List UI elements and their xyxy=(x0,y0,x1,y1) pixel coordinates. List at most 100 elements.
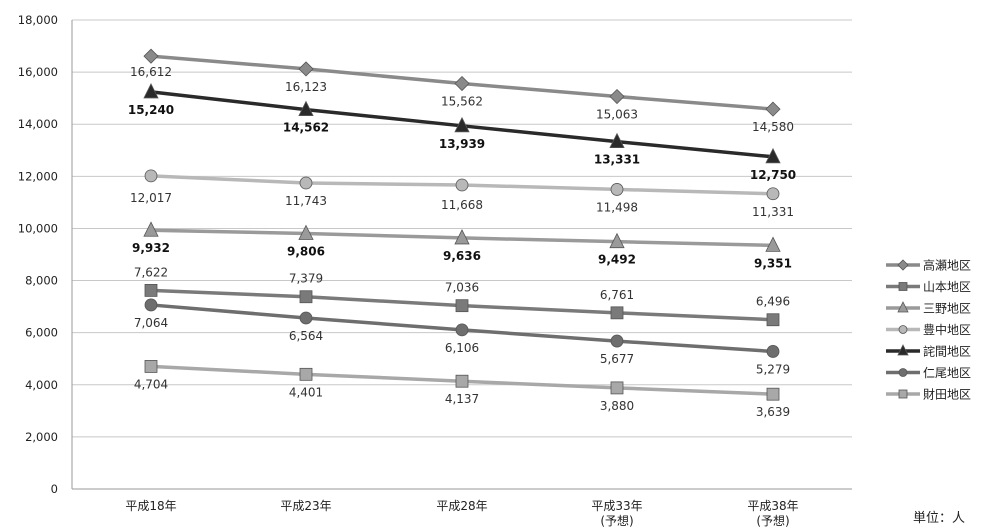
y-tick-label: 12,000 xyxy=(18,169,58,183)
data-point xyxy=(299,176,313,190)
legend-marker xyxy=(898,368,908,377)
data-point xyxy=(454,116,470,133)
data-point xyxy=(143,83,159,99)
data-point xyxy=(143,48,159,64)
data-label: 5,677 xyxy=(600,352,634,366)
legend-marker xyxy=(898,282,908,291)
y-tick-label: 14,000 xyxy=(18,117,58,131)
data-point xyxy=(455,374,469,388)
data-label: 9,932 xyxy=(132,241,170,255)
legend-marker xyxy=(897,301,909,313)
unit-note: 単位：人 xyxy=(913,511,966,526)
legend-marker xyxy=(898,325,908,334)
legend-label: 三野地区 xyxy=(923,302,971,316)
data-label: 9,636 xyxy=(443,249,481,263)
data-point xyxy=(766,345,780,358)
data-point xyxy=(144,360,158,373)
data-label: 7,622 xyxy=(134,265,168,279)
data-point xyxy=(609,232,625,249)
data-point xyxy=(455,178,469,192)
data-label: 11,668 xyxy=(441,198,483,212)
y-tick-label: 10,000 xyxy=(18,221,58,235)
data-label: 12,017 xyxy=(130,191,172,205)
data-point xyxy=(610,381,624,395)
data-point xyxy=(610,306,624,320)
x-tick-label: 平成23年 xyxy=(280,499,331,513)
grid-lines xyxy=(72,19,852,490)
data-label: 9,492 xyxy=(598,253,636,267)
data-point xyxy=(298,224,314,240)
data-label: 7,036 xyxy=(445,281,479,295)
x-tick-sublabel: (予想) xyxy=(756,513,789,528)
data-label: 15,240 xyxy=(128,103,174,117)
data-point xyxy=(454,229,470,245)
legend-label: 財田地区 xyxy=(923,387,971,402)
data-point xyxy=(765,236,781,252)
y-tick-label: 16,000 xyxy=(18,65,58,79)
data-label: 15,063 xyxy=(596,108,638,122)
data-point xyxy=(455,323,469,337)
data-label: 6,496 xyxy=(756,295,790,309)
data-point xyxy=(455,299,469,313)
data-point xyxy=(765,147,781,164)
data-label: 16,612 xyxy=(130,65,172,79)
x-tick-sublabel: (予想) xyxy=(600,513,633,528)
y-tick-label: 0 xyxy=(51,482,58,496)
y-tick-label: 6,000 xyxy=(25,326,58,340)
data-label: 4,401 xyxy=(289,385,323,399)
data-point xyxy=(299,311,313,325)
legend-marker xyxy=(898,389,908,399)
data-label: 11,498 xyxy=(596,200,638,214)
x-tick-label: 平成33年 xyxy=(591,499,642,513)
data-point xyxy=(766,313,780,327)
data-point xyxy=(610,183,624,196)
data-label: 14,580 xyxy=(752,120,794,134)
data-label: 11,743 xyxy=(285,194,327,208)
legend-label: 仁尾地区 xyxy=(923,366,971,380)
data-point xyxy=(143,221,159,237)
y-tick-label: 2,000 xyxy=(25,430,58,444)
data-label: 13,331 xyxy=(594,153,640,167)
data-label: 13,939 xyxy=(439,137,485,151)
data-point xyxy=(299,367,313,381)
data-label: 5,279 xyxy=(756,362,790,376)
data-point xyxy=(299,290,313,304)
x-tick-label: 平成38年 xyxy=(747,499,798,513)
x-axis: 平成18年 平成23年 平成28年 平成33年(予想)平成38年(予想) xyxy=(125,499,798,528)
data-label: 3,639 xyxy=(756,405,790,419)
x-tick-label: 平成18年 xyxy=(125,499,176,513)
data-label: 9,351 xyxy=(754,256,792,270)
data-point xyxy=(609,88,625,105)
y-tick-label: 8,000 xyxy=(25,274,58,288)
data-labels: 16,612 16,123 15,562 15,063 14,580 7,622 7,379… xyxy=(128,65,796,419)
data-point xyxy=(765,101,781,117)
data-label: 15,562 xyxy=(441,95,483,109)
data-label: 16,123 xyxy=(285,80,327,94)
y-tick-label: 18,000 xyxy=(18,13,58,27)
data-label: 4,137 xyxy=(445,392,479,406)
y-axis: 0 2,000 4,000 6,000 8,000 10,000 12,000 14,000 1… xyxy=(18,13,73,496)
series-markers xyxy=(143,48,781,401)
data-point xyxy=(454,75,470,92)
legend-marker xyxy=(897,259,909,271)
data-point xyxy=(766,187,780,201)
data-label: 7,379 xyxy=(289,272,323,286)
data-label: 9,806 xyxy=(287,244,325,258)
legend-label: 高瀬地区 xyxy=(923,258,971,273)
data-label: 11,331 xyxy=(752,205,794,219)
data-label: 4,704 xyxy=(134,377,168,391)
legend-label: 山本地区 xyxy=(923,280,971,294)
data-point xyxy=(610,334,624,348)
legend-label: 豊中地区 xyxy=(923,322,971,337)
data-point xyxy=(609,132,625,149)
legend-label: 詫間地区 xyxy=(923,345,971,359)
y-tick-label: 4,000 xyxy=(25,378,58,392)
data-label: 6,761 xyxy=(600,288,634,302)
data-point xyxy=(298,61,314,77)
x-tick-label: 平成28年 xyxy=(436,499,487,513)
data-label: 7,064 xyxy=(134,316,168,330)
data-label: 3,880 xyxy=(600,399,634,413)
data-label: 14,562 xyxy=(283,121,329,135)
